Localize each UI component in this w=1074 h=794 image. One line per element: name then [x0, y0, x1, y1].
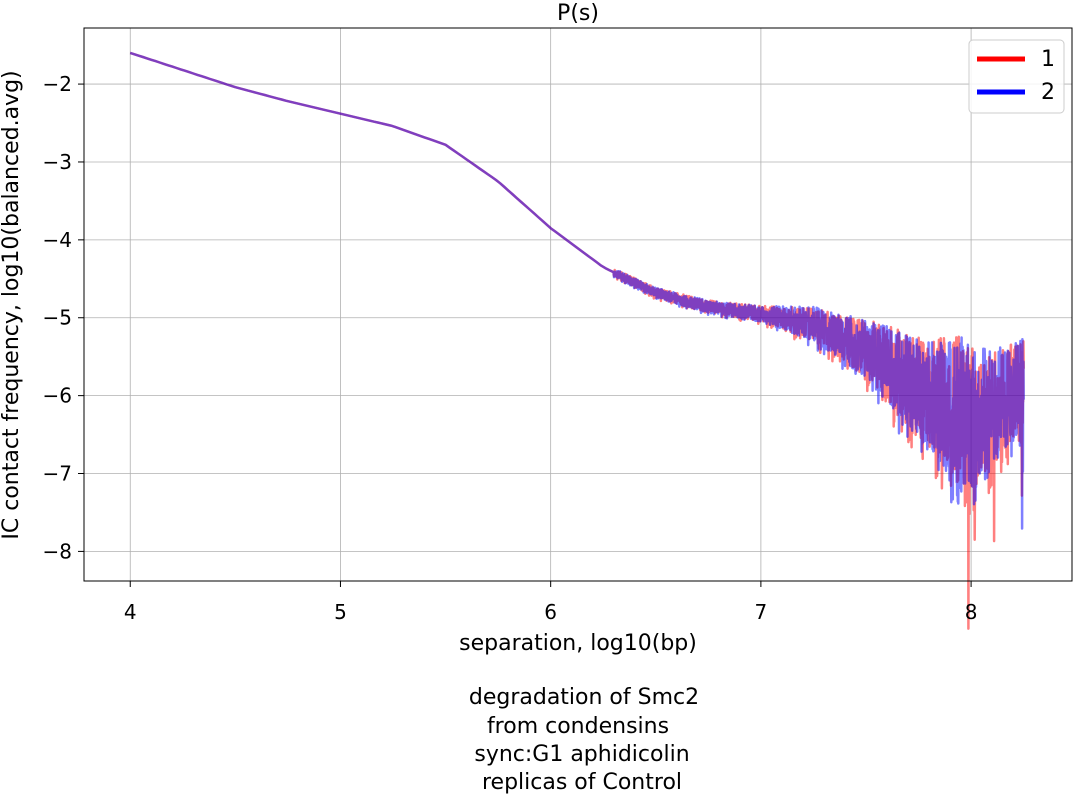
x-axis-ticks: 4 5 6 7 8 — [124, 581, 978, 624]
caption-line: degradation of Smc2 — [469, 685, 699, 710]
y-axis-ticks: −2 −3 −4 −5 −6 −7 −8 — [43, 72, 84, 563]
legend: 1 2 — [968, 39, 1065, 114]
y-tick-label: −3 — [43, 150, 72, 174]
grid — [84, 28, 1072, 581]
caption-line: sync:G1 aphidicolin — [474, 742, 689, 767]
caption: degradation of Smc2 from condensins sync… — [469, 685, 699, 794]
y-tick-label: −7 — [43, 462, 72, 486]
y-tick-label: −4 — [43, 228, 72, 252]
caption-line: from condensins — [487, 714, 669, 739]
y-axis-label: IC contact frequency, log10(balanced.avg… — [0, 70, 24, 539]
x-axis-label: separation, log10(bp) — [459, 631, 697, 656]
x-tick-label: 5 — [334, 600, 347, 624]
legend-label-1: 1 — [1041, 47, 1055, 72]
x-tick-label: 4 — [124, 600, 137, 624]
legend-label-2: 2 — [1041, 80, 1055, 105]
x-tick-label: 7 — [755, 600, 768, 624]
plot-frame — [83, 27, 1073, 582]
series-line-2 — [129, 51, 1025, 530]
x-tick-label: 8 — [965, 600, 978, 624]
y-tick-label: −5 — [43, 306, 72, 330]
x-tick-label: 6 — [544, 600, 557, 624]
plot-series — [129, 51, 1025, 630]
caption-line: replicas of Control — [482, 770, 682, 794]
y-tick-label: −8 — [43, 539, 72, 563]
y-tick-label: −6 — [43, 384, 72, 408]
y-tick-label: −2 — [43, 72, 72, 96]
chart-title: P(s) — [557, 1, 599, 26]
